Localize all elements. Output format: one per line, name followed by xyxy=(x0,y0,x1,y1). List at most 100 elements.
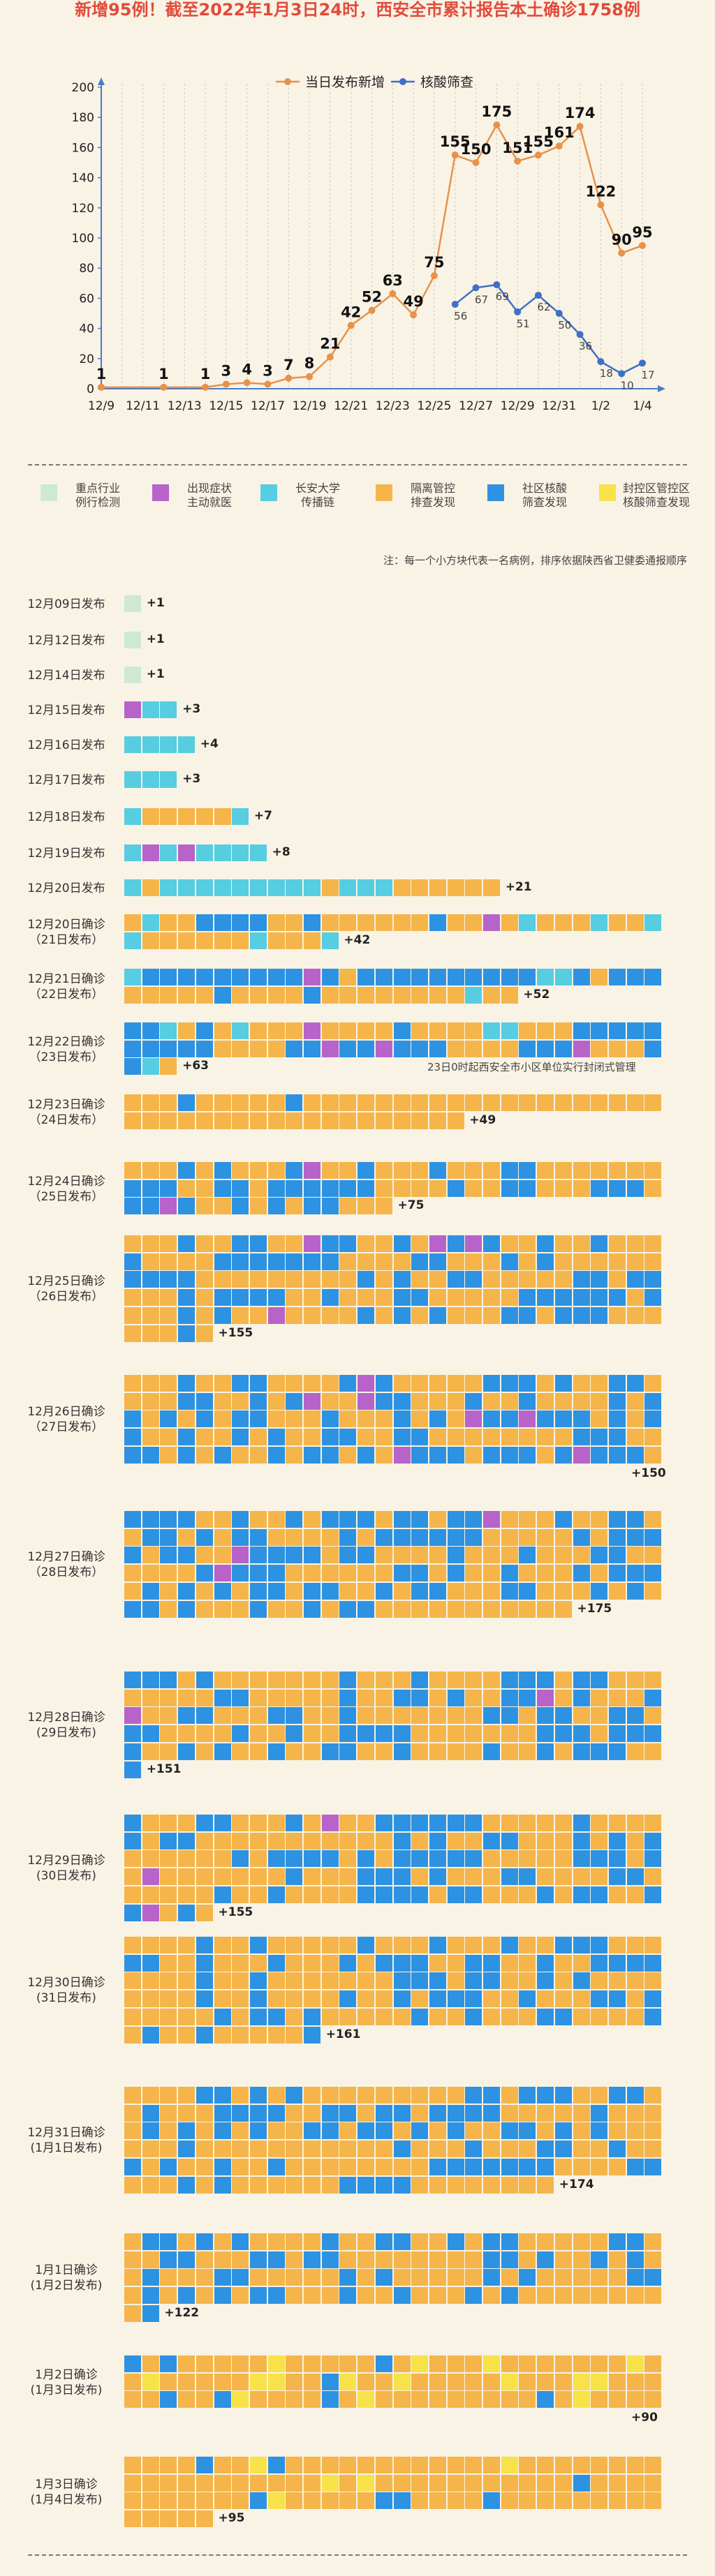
case-square xyxy=(554,2474,572,2492)
row-count: +42 xyxy=(344,932,371,947)
case-square xyxy=(124,1990,141,2008)
case-square xyxy=(447,1429,464,1446)
case-square xyxy=(214,2008,231,2025)
case-square xyxy=(483,1375,500,1392)
case-square xyxy=(304,2251,320,2268)
case-square xyxy=(393,2158,411,2175)
case-square xyxy=(232,2176,249,2194)
case-square xyxy=(537,2087,554,2104)
case-square xyxy=(608,2355,626,2372)
case-square xyxy=(160,879,177,896)
case-square xyxy=(178,1707,196,1725)
row-count: +155 xyxy=(218,1325,253,1340)
case-square xyxy=(249,1600,267,1618)
case-square xyxy=(393,1094,411,1111)
case-square xyxy=(573,1306,590,1324)
x-tick-label: 12/11 xyxy=(126,399,160,413)
case-square xyxy=(196,1832,213,1849)
legend-item: 出现症状 主动就医 xyxy=(140,482,244,523)
case-square xyxy=(160,1528,177,1546)
case-square xyxy=(358,1179,375,1197)
case-square xyxy=(196,808,213,825)
case-square xyxy=(554,1832,572,1849)
case-square xyxy=(608,1162,626,1179)
case-square xyxy=(554,1375,572,1392)
row-label: 12月28日确诊 (29日发布) xyxy=(27,1711,105,1741)
case-square xyxy=(160,1937,177,1953)
case-square xyxy=(358,1528,375,1546)
case-square xyxy=(483,2176,500,2194)
case-square xyxy=(214,2104,231,2122)
case-square xyxy=(232,2457,249,2473)
case-square xyxy=(339,1972,357,1990)
case-square xyxy=(214,932,231,949)
row-label: 1月3日确诊 (1月4日发布) xyxy=(30,2478,103,2508)
case-square xyxy=(626,1271,644,1288)
case-square xyxy=(626,1868,644,1886)
case-square xyxy=(286,1972,303,1990)
case-square xyxy=(447,1094,464,1111)
case-square xyxy=(321,1743,339,1760)
case-square xyxy=(393,1022,411,1039)
case-square xyxy=(142,1582,159,1600)
case-square xyxy=(214,2233,231,2250)
case-square xyxy=(626,1547,644,1564)
case-square xyxy=(573,1886,590,1903)
case-square xyxy=(196,1582,213,1600)
case-square xyxy=(267,914,285,931)
case-square xyxy=(554,1446,572,1464)
case-square xyxy=(286,1743,303,1760)
case-square xyxy=(591,1429,608,1446)
case-square xyxy=(160,1868,177,1886)
case-square xyxy=(411,1886,429,1903)
case-square xyxy=(411,1410,429,1428)
case-square xyxy=(124,1253,141,1270)
case-square xyxy=(626,1972,644,1990)
case-square xyxy=(573,1022,590,1039)
case-square xyxy=(554,1868,572,1886)
case-square xyxy=(608,1306,626,1324)
case-square xyxy=(554,1600,572,1618)
row-label: 12月26日确诊 （27日发布） xyxy=(27,1405,105,1435)
case-square xyxy=(124,2305,141,2322)
case-square xyxy=(196,1094,213,1111)
case-square xyxy=(465,1815,482,1831)
case-square xyxy=(429,2492,446,2510)
case-square xyxy=(465,2008,482,2025)
case-square xyxy=(411,1707,429,1725)
case-square xyxy=(178,1375,196,1392)
case-square xyxy=(124,2158,141,2175)
case-square xyxy=(483,1707,500,1725)
case-square xyxy=(554,969,572,985)
case-square xyxy=(124,2474,141,2492)
case-square xyxy=(178,808,196,825)
case-square xyxy=(178,2008,196,2025)
case-square xyxy=(267,1937,285,1953)
case-square xyxy=(429,1179,446,1197)
case-square xyxy=(519,969,536,985)
case-square xyxy=(573,2457,590,2473)
data-label: 18 xyxy=(600,367,613,380)
case-square xyxy=(160,2251,177,2268)
case-square xyxy=(232,1511,249,1528)
case-square xyxy=(321,1547,339,1564)
case-square xyxy=(178,1850,196,1868)
case-square xyxy=(124,1112,141,1129)
case-square xyxy=(519,1179,536,1197)
case-square xyxy=(519,1868,536,1886)
case-square xyxy=(160,2233,177,2250)
case-square xyxy=(537,1429,554,1446)
case-square xyxy=(160,1306,177,1324)
case-square xyxy=(196,1392,213,1410)
case-square xyxy=(232,844,249,861)
case-square xyxy=(537,2158,554,2175)
case-square xyxy=(124,1375,141,1392)
data-label: 155 xyxy=(440,133,471,150)
case-square xyxy=(501,2158,518,2175)
case-square xyxy=(501,1600,518,1618)
case-square xyxy=(447,1022,464,1039)
case-square xyxy=(196,932,213,949)
case-square xyxy=(160,1094,177,1111)
case-square xyxy=(142,914,159,931)
case-square xyxy=(411,1235,429,1252)
